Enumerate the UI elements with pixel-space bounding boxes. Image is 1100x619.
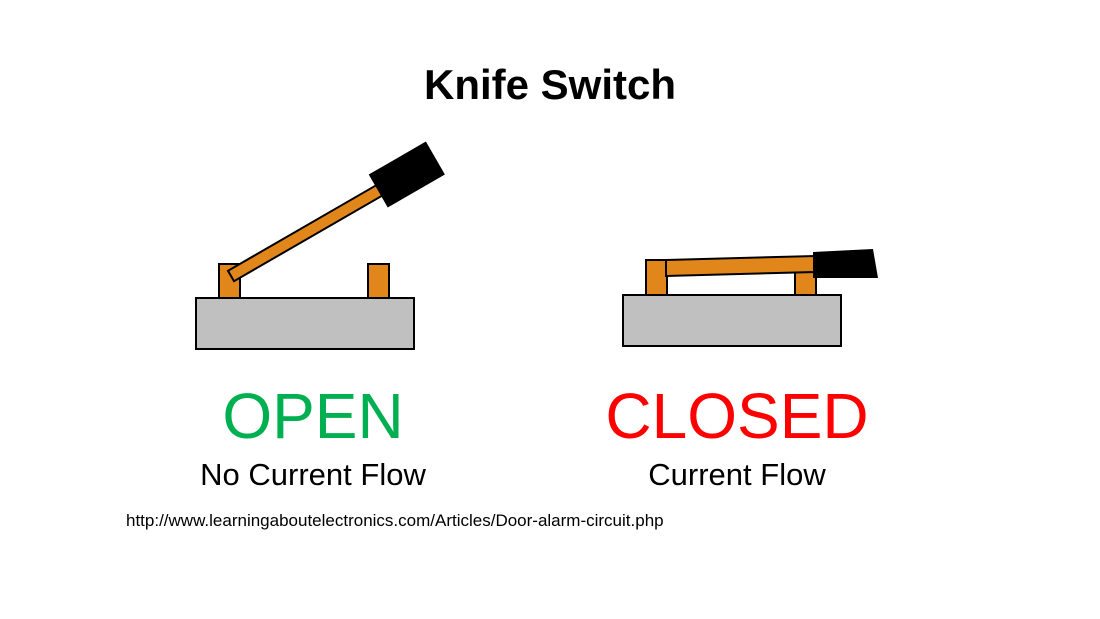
page-title: Knife Switch [423,61,677,108]
open-switch [195,141,445,350]
open-state-label: OPEN [222,380,404,452]
closed-switch-left-post [645,259,668,296]
source-url: http://www.learningaboutelectronics.com/… [126,511,664,530]
closed-switch-right-post [794,271,817,296]
open-description: No Current Flow [200,457,426,492]
closed-switch-lever [665,254,816,278]
open-switch-handle [368,141,445,208]
open-switch-base [195,297,415,350]
closed-state-label: CLOSED [605,380,869,452]
closed-description: Current Flow [648,457,826,492]
open-switch-blade [226,141,445,283]
closed-switch [622,249,878,347]
open-switch-lever [226,183,385,283]
open-switch-right-post [367,263,390,299]
closed-switch-handle [813,249,878,278]
closed-switch-base [622,294,842,347]
